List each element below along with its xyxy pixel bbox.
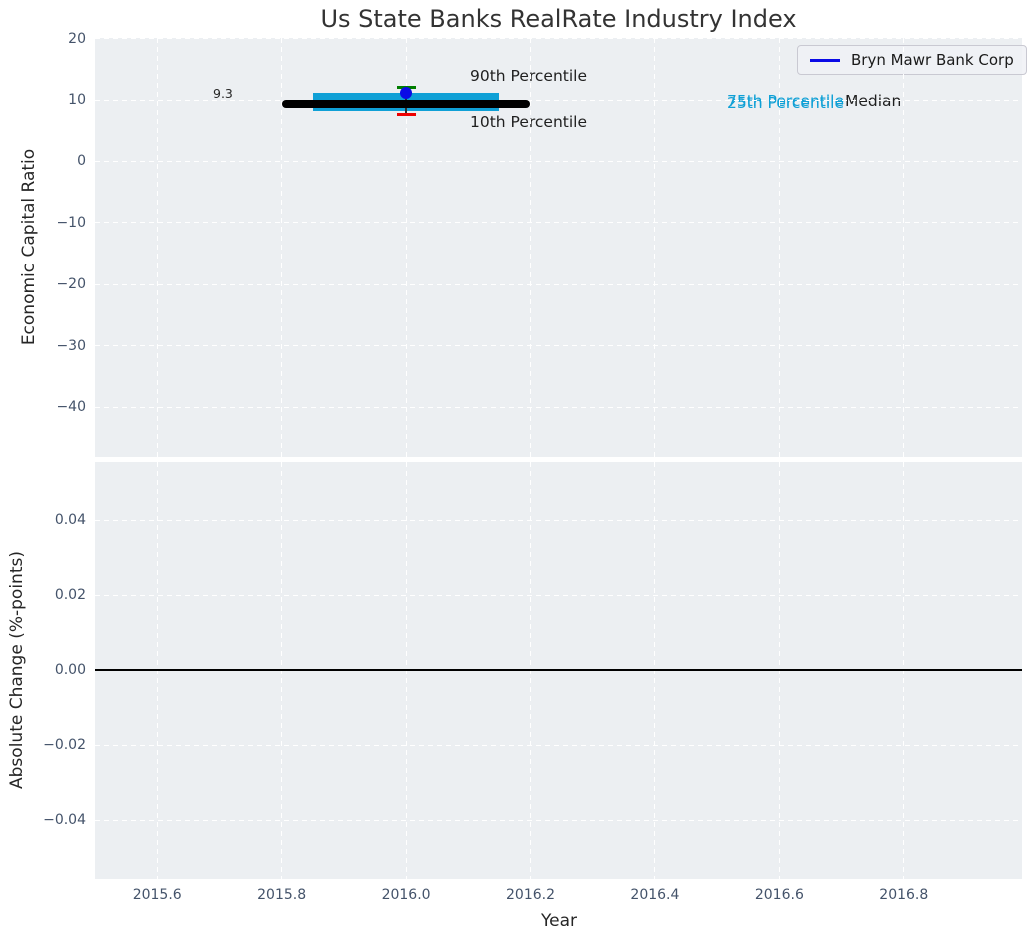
legend-label: Bryn Mawr Bank Corp [851, 51, 1014, 69]
p90-annotation: 90th Percentile [470, 67, 588, 85]
p25-annotation: 25th Percentile [727, 93, 845, 112]
y-tick-label: −0.02 [43, 737, 86, 754]
y-tick-label: 0 [77, 153, 86, 170]
y-tick-label: −40 [56, 399, 86, 416]
bottom-plot-area [95, 462, 1022, 879]
gridline-x [156, 38, 158, 457]
gridline-x [281, 38, 283, 457]
gridline-y [95, 283, 1022, 285]
gridline-y [95, 38, 1022, 40]
p75-annotation: 75th Percentile [727, 92, 845, 110]
y-tick-label: 0.04 [54, 512, 86, 529]
x-tick-label: 2015.6 [132, 887, 182, 903]
x-tick-label: 2016.4 [630, 887, 680, 903]
gridline-y [95, 160, 1022, 162]
gridline-y [95, 819, 1022, 821]
gridline-x [903, 38, 905, 457]
median-line [281, 100, 531, 109]
top-plot-area: 9.3 90th Percentile 10th Percentile 75th… [95, 38, 1027, 457]
median-annotation: Median [845, 92, 902, 110]
y-tick-label: 10 [68, 92, 86, 109]
gridline-y [95, 345, 1022, 347]
gridline-x [530, 38, 531, 457]
zero-line [95, 669, 1022, 671]
legend: Bryn Mawr Bank Corp [797, 45, 1027, 75]
gridline-x [405, 38, 407, 457]
x-tick-label: 2016.8 [879, 887, 929, 903]
y-tick-label: −10 [56, 214, 86, 231]
x-tick-label: 2016.0 [381, 887, 431, 903]
gridline-x [654, 38, 656, 457]
gridline-x [778, 38, 780, 457]
y-tick-label: −20 [56, 276, 86, 293]
median-value-label: 9.3 [213, 86, 233, 101]
y-tick-label: −30 [56, 337, 86, 354]
gridline-y [95, 222, 1022, 224]
chart-title: Us State Banks RealRate Industry Index [320, 5, 797, 33]
x-tick-label: 2016.6 [754, 887, 804, 903]
p10-annotation: 10th Percentile [470, 113, 588, 131]
y-tick-label: −0.04 [43, 812, 86, 829]
gridline-y [95, 99, 1022, 101]
p10-cap [396, 113, 416, 117]
company-point [400, 87, 413, 100]
gridline-y [95, 519, 1022, 521]
p90-cap [396, 85, 416, 89]
x-tick-label: 2016.2 [506, 887, 555, 903]
x-tick-label: 2015.8 [257, 887, 307, 903]
gridline-y [95, 594, 1022, 596]
x-axis-label: Year [541, 911, 577, 931]
y-tick-label: 0.00 [54, 662, 86, 679]
y-tick-label: 20 [68, 30, 86, 47]
y-tick-label: 0.02 [54, 587, 86, 604]
gridline-y [95, 406, 1022, 408]
top-y-axis-label: Economic Capital Ratio [19, 148, 39, 346]
gridline-y [95, 744, 1022, 746]
legend-line-sample [810, 58, 840, 62]
